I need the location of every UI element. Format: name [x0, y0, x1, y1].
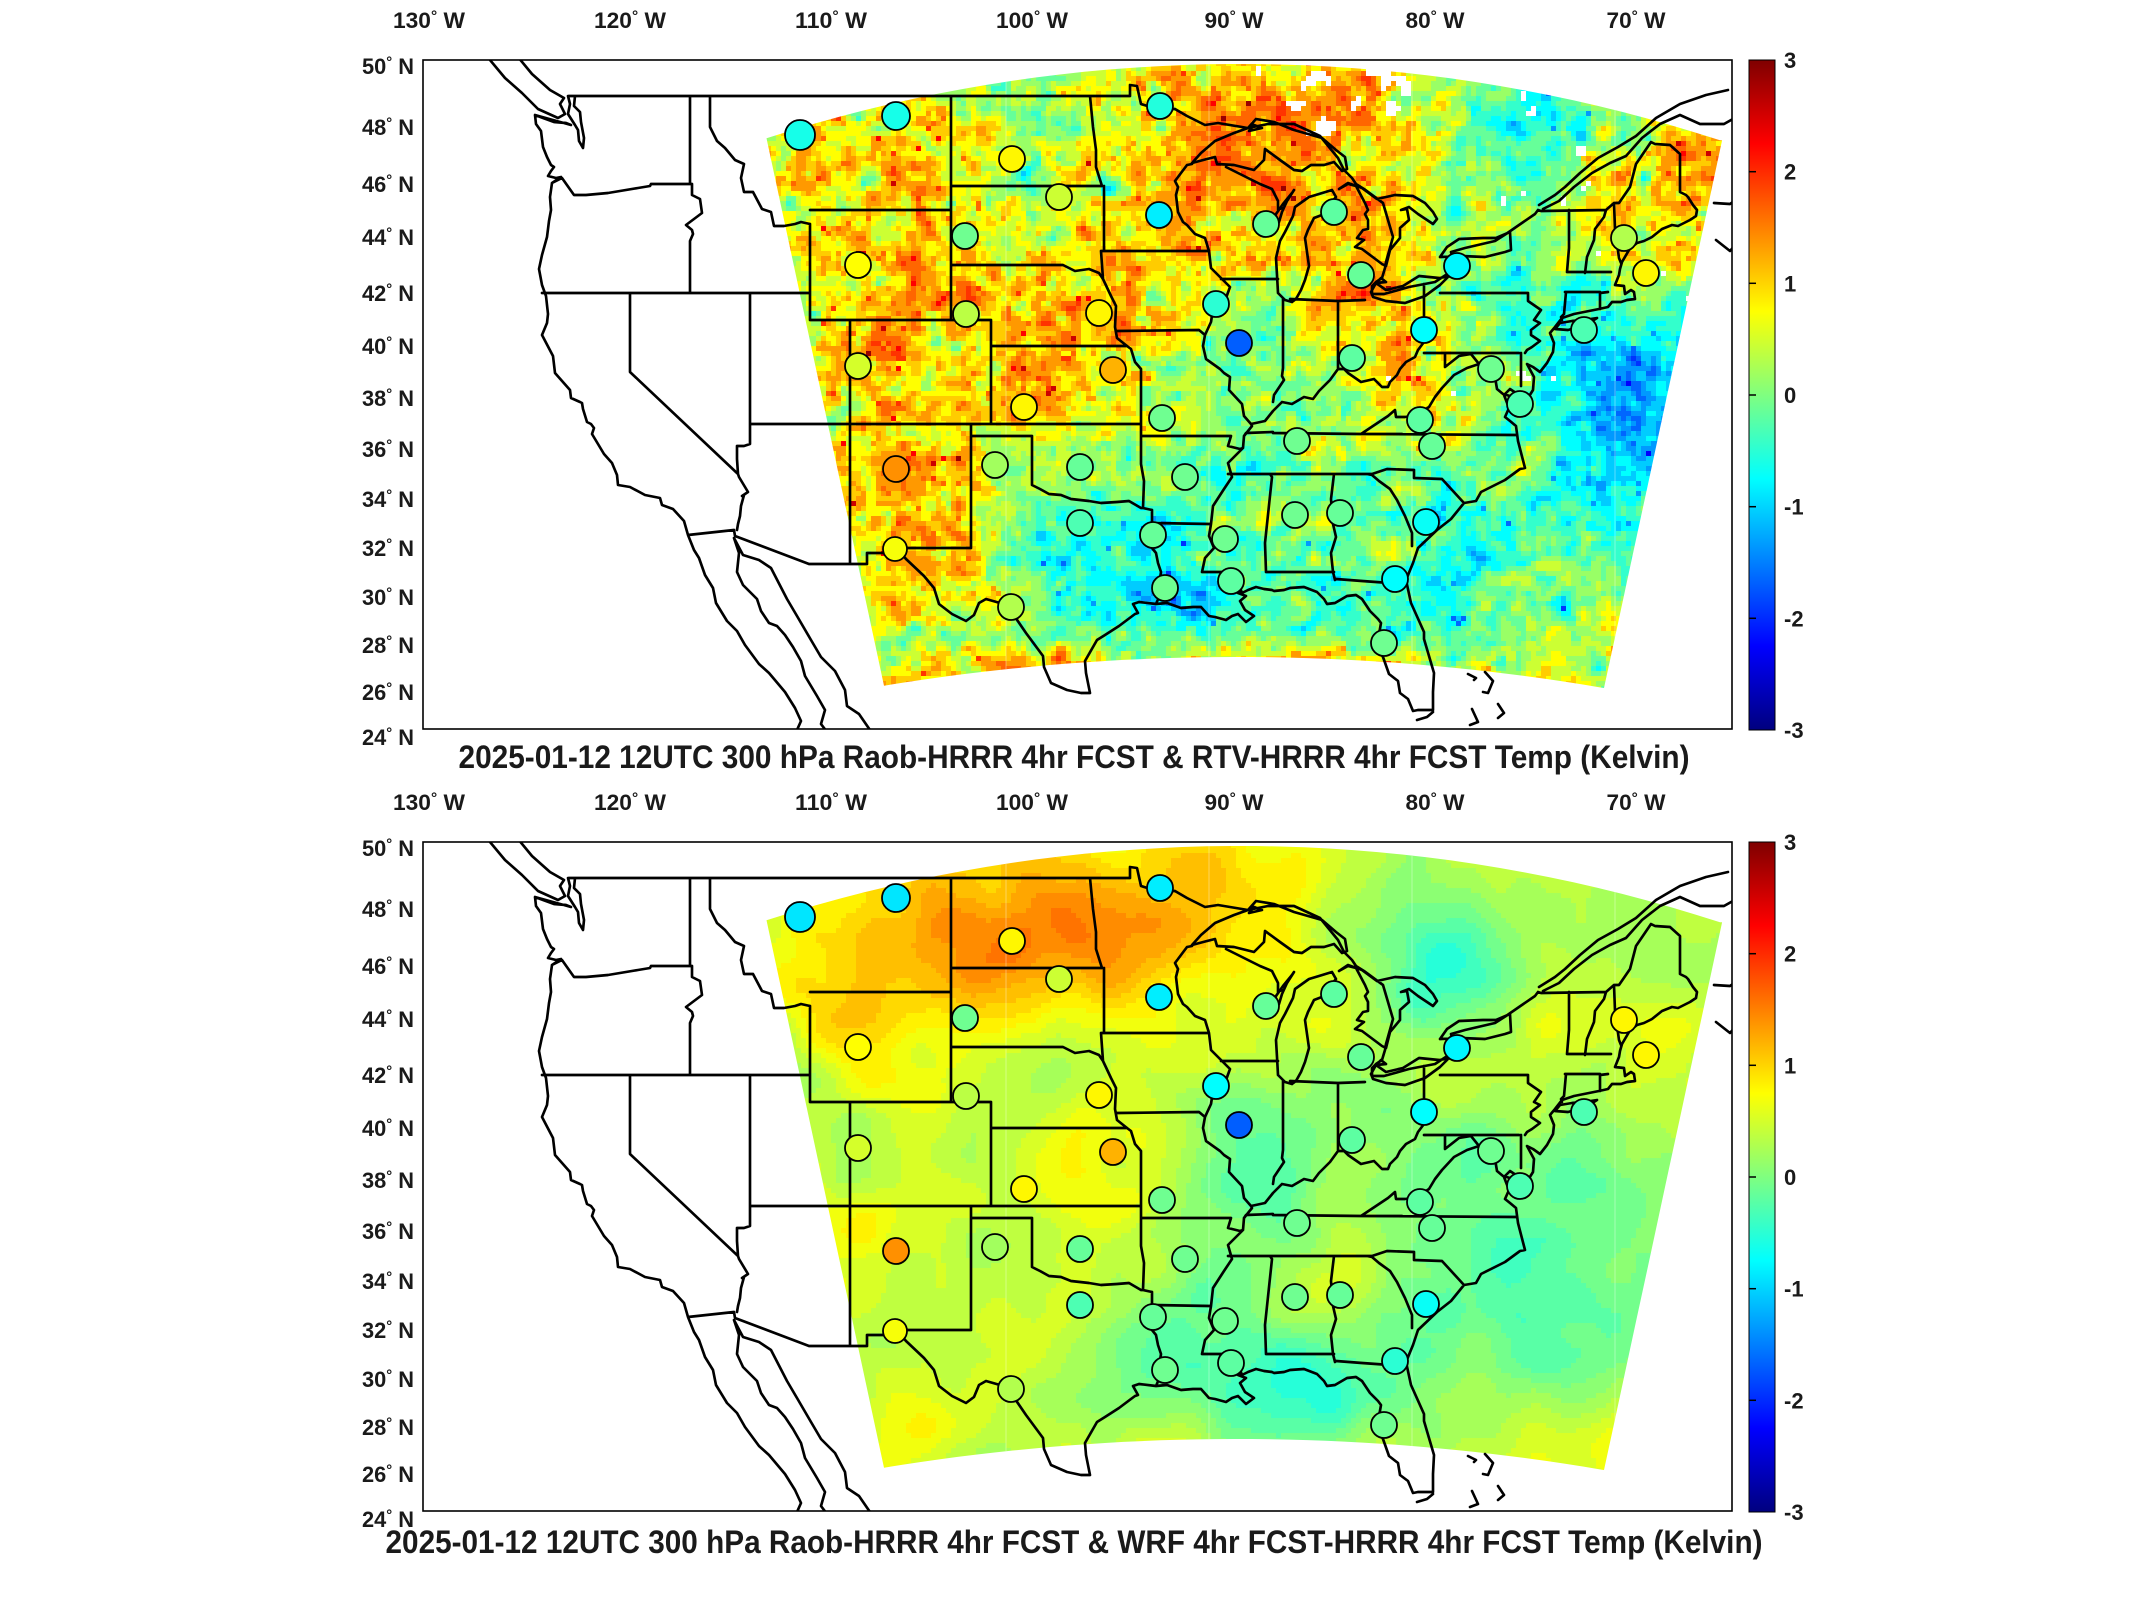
svg-text:-2: -2 — [1784, 1388, 1804, 1413]
svg-text:-2: -2 — [1784, 606, 1804, 631]
svg-text:2025-01-12 12UTC 300 hPa Raob-: 2025-01-12 12UTC 300 hPa Raob-HRRR 4hr F… — [459, 739, 1690, 775]
svg-text:1: 1 — [1784, 1053, 1796, 1078]
svg-text:110° W: 110 ° W — [795, 8, 867, 33]
svg-text:-3: -3 — [1784, 1500, 1804, 1525]
svg-text:130° W: 130° W — [393, 790, 465, 815]
svg-text:2025-01-12 12UTC 300 hPa Raob-: 2025-01-12 12UTC 300 hPa Raob-HRRR 4hr F… — [386, 1524, 1763, 1560]
svg-text:2: 2 — [1784, 160, 1796, 185]
svg-text:-1: -1 — [1784, 495, 1804, 520]
svg-text:26° N: 26° N — [362, 1462, 414, 1487]
svg-text:-1: -1 — [1784, 1277, 1804, 1302]
svg-text:3: 3 — [1784, 830, 1796, 855]
svg-text:110° W: 110 ° W — [795, 790, 867, 815]
svg-text:3: 3 — [1784, 48, 1796, 73]
svg-text:90° W: 90° W — [1205, 8, 1264, 33]
svg-text:130° W: 130° W — [393, 8, 465, 33]
svg-text:100° W: 100° W — [996, 790, 1068, 815]
svg-text:1: 1 — [1784, 271, 1796, 296]
svg-text:0: 0 — [1784, 383, 1796, 408]
svg-text:2: 2 — [1784, 942, 1796, 967]
svg-text:100° W: 100° W — [996, 8, 1068, 33]
svg-text:0: 0 — [1784, 1165, 1796, 1190]
svg-text:120° W: 120° W — [594, 790, 666, 815]
svg-text:120° W: 120° W — [594, 8, 666, 33]
svg-text:34° N: 34° N — [362, 487, 414, 512]
svg-text:-3: -3 — [1784, 718, 1804, 743]
